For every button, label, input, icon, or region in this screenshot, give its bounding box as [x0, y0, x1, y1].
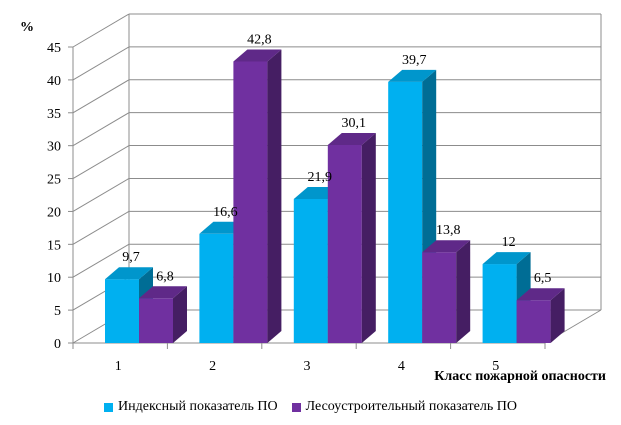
data-label-series-2-cat-1: 6,8 [156, 269, 174, 284]
bar-front [388, 81, 423, 344]
bar-top [139, 286, 187, 299]
data-label-series-2-cat-2: 42,8 [247, 32, 272, 47]
bar-front [327, 145, 362, 343]
x-axis-title: Класс пожарной опасности [434, 369, 606, 384]
bar-front [139, 298, 173, 343]
y-tick-label: 40 [47, 74, 61, 89]
gridline-side-35 [72, 79, 130, 114]
data-label-series-2-cat-4: 13,8 [436, 223, 461, 238]
x-tick-label-3: 3 [304, 359, 311, 374]
bar-top [516, 288, 565, 301]
data-label-series-1-cat-5: 12 [502, 235, 516, 250]
bar-front [422, 252, 457, 343]
bar-front [482, 264, 517, 343]
x-tick-label-1: 1 [115, 359, 122, 374]
y-axis-title: % [20, 20, 34, 35]
gridline-side-25 [72, 145, 130, 179]
y-tick-label: 45 [47, 41, 61, 56]
y-tick-label: 5 [54, 304, 61, 319]
legend-item-series-2: Лесоустроительный показатель ПО [291, 399, 517, 415]
data-label-series-1-cat-2: 16,6 [213, 205, 238, 220]
data-label-series-2-cat-5: 6,5 [534, 271, 552, 286]
bar-front [516, 300, 551, 343]
y-tick-label: 10 [47, 271, 61, 286]
y-tick-label: 20 [47, 205, 61, 220]
gridline-side-20 [72, 178, 130, 212]
bar-top [233, 49, 282, 62]
gridline-side-30 [72, 112, 130, 147]
data-label-series-2-cat-3: 30,1 [342, 116, 367, 131]
gridline-side-15 [72, 210, 130, 245]
bar-series-2-cat-5 [516, 288, 565, 343]
legend: Индексный показатель ПО Лесоустроительны… [0, 396, 621, 418]
bar-side [173, 286, 187, 343]
bar-top [105, 267, 153, 280]
bar-series-2-cat-1 [139, 286, 187, 343]
legend-swatch-series-2 [291, 402, 301, 412]
y-tick-label: 30 [47, 140, 61, 155]
bar-series-2-cat-3 [327, 133, 376, 343]
legend-item-series-1: Индексный показатель ПО [104, 399, 278, 415]
gridline-side-45 [72, 13, 130, 48]
bar-top [388, 69, 437, 82]
data-label-series-1-cat-4: 39,7 [402, 53, 427, 68]
y-tick-label: 15 [47, 238, 61, 253]
legend-label-series-2: Лесоустроительный показатель ПО [305, 399, 517, 414]
bar-side [550, 288, 565, 343]
bar-front [105, 279, 139, 343]
bar-front [233, 61, 268, 344]
x-tick-label-4: 4 [398, 359, 405, 374]
bar-top [422, 240, 471, 253]
bar-side [267, 49, 282, 344]
bar-top [327, 133, 376, 146]
data-label-series-1-cat-3: 21,9 [308, 170, 333, 185]
legend-swatch-series-1 [104, 402, 114, 412]
bar-side [456, 240, 471, 343]
x-tick-label-2: 2 [209, 359, 216, 374]
bar-series-2-cat-2 [233, 49, 282, 344]
bar-front [293, 198, 328, 343]
bar-series-2-cat-4 [422, 240, 471, 343]
y-tick-label: 0 [54, 337, 61, 352]
y-tick-label: 25 [47, 173, 61, 188]
bar-side [361, 133, 376, 343]
gridline-side-10 [72, 243, 130, 278]
gridline-side-40 [72, 46, 130, 81]
y-tick-label: 35 [47, 107, 61, 122]
data-label-series-1-cat-1: 9,7 [122, 250, 140, 265]
x-tick-label-5: 5 [492, 359, 499, 374]
bar-front [199, 233, 234, 343]
bar-top [482, 252, 531, 265]
legend-label-series-1: Индексный показатель ПО [118, 399, 278, 414]
